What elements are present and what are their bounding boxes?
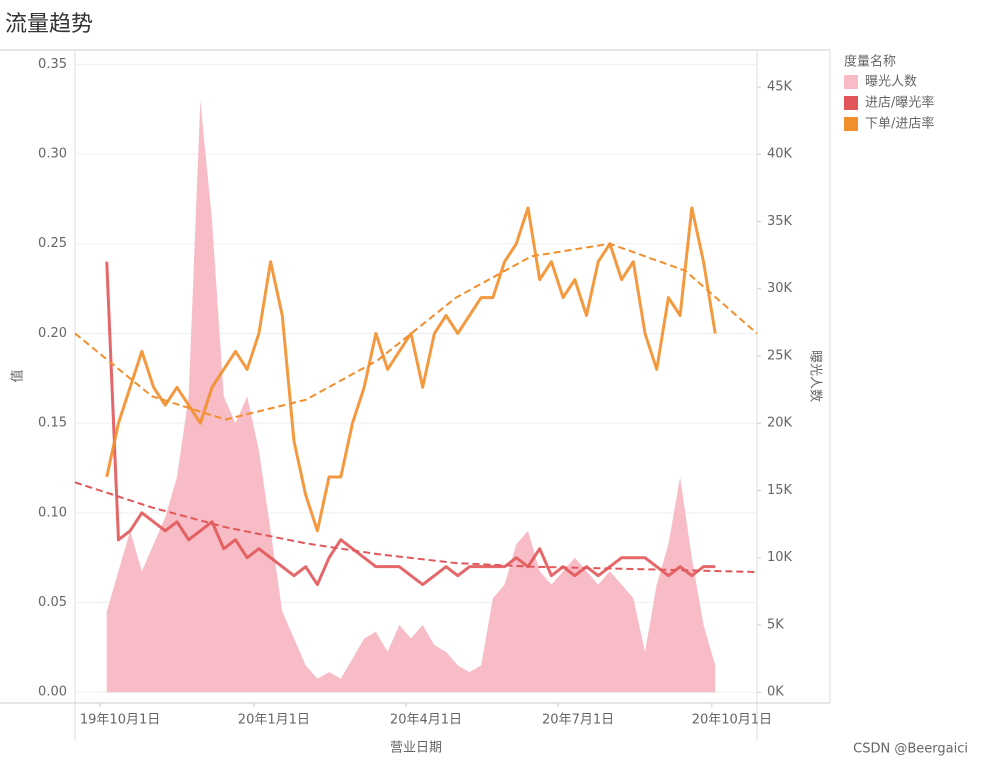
y2-tick-label: 10K — [767, 550, 793, 565]
legend-label: 进店/曝光率 — [865, 95, 934, 111]
legend-swatch — [844, 117, 858, 131]
y-tick-label: 0.25 — [38, 236, 67, 251]
legend-swatch — [844, 96, 858, 110]
y-tick-label: 0.20 — [38, 326, 67, 341]
x-tick-label: 20年7月1日 — [542, 713, 614, 728]
area — [106, 100, 716, 693]
y-tick-label: 0.15 — [38, 416, 67, 431]
y2-tick-label: 0K — [767, 685, 784, 700]
y2-tick-label: 40K — [767, 147, 793, 162]
line — [105, 261, 716, 587]
watermark: CSDN @Beergaici — [853, 742, 968, 757]
y-tick-label: 0.10 — [38, 505, 67, 520]
y-tick-label: 0.05 — [38, 595, 67, 610]
y2-axis-title: 曝光人数 — [808, 350, 823, 402]
y-tick-label: 0.30 — [38, 147, 67, 162]
y2-tick-label: 35K — [767, 214, 793, 229]
y2-tick-label: 30K — [767, 281, 793, 296]
legend-swatch — [844, 75, 858, 89]
y2-tick-label: 25K — [767, 348, 793, 363]
x-axis-title: 营业日期 — [390, 741, 442, 756]
legend-label: 下单/进店率 — [865, 116, 934, 132]
y-tick-label: 0.35 — [38, 57, 67, 72]
x-tick-label: 20年1月1日 — [238, 713, 310, 728]
line — [105, 206, 717, 533]
y-tick-label: 0.00 — [38, 685, 67, 700]
y-axis-title: 值 — [10, 369, 26, 382]
y2-tick-label: 15K — [767, 483, 793, 498]
x-tick-label: 20年10月1日 — [692, 713, 772, 728]
legend-label: 曝光人数 — [865, 75, 917, 90]
x-tick-label: 19年10月1日 — [80, 713, 160, 728]
legend-title: 度量名称 — [844, 54, 896, 70]
x-tick-label: 20年4月1日 — [390, 713, 462, 728]
y2-tick-label: 5K — [767, 617, 784, 632]
chart-title: 流量趋势 — [5, 12, 93, 37]
trend-line — [74, 242, 758, 421]
y2-tick-label: 20K — [767, 416, 793, 431]
y2-tick-label: 45K — [767, 79, 793, 94]
